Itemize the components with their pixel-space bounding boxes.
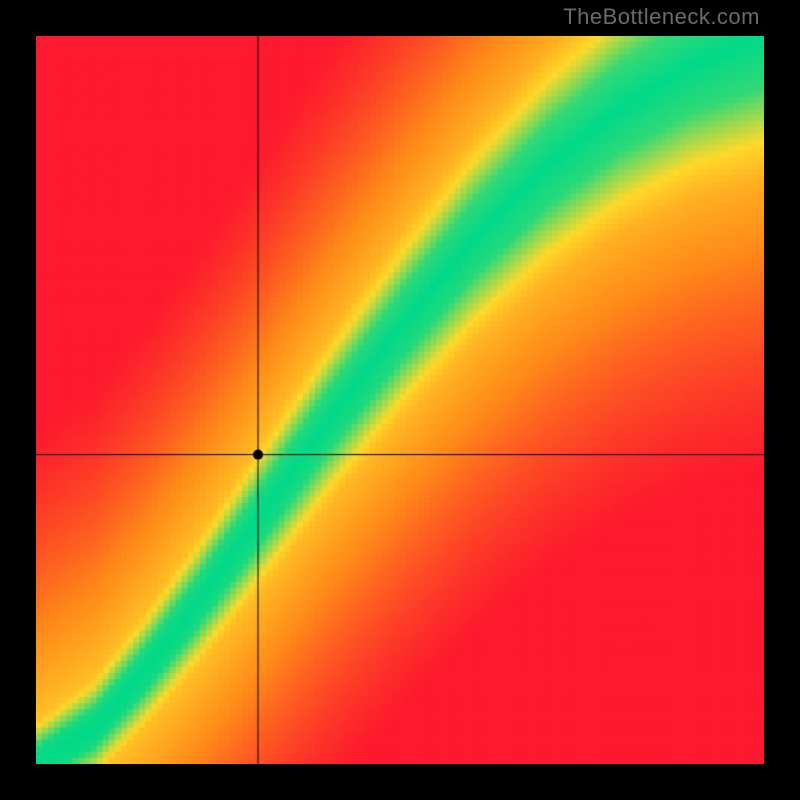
heatmap-plot: [36, 36, 764, 764]
watermark-text: TheBottleneck.com: [563, 4, 760, 30]
heatmap-canvas: [36, 36, 764, 764]
